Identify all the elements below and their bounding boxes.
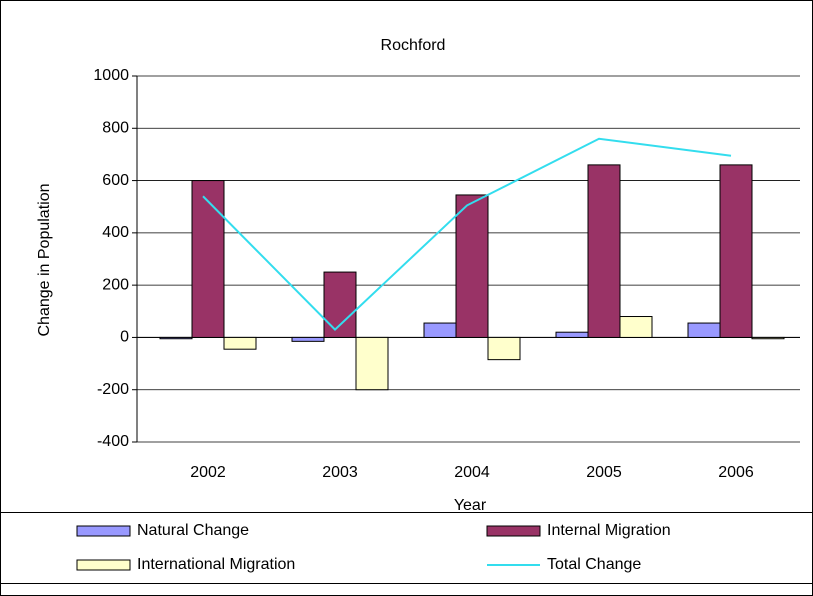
y-tick-label: 0 xyxy=(120,329,129,346)
legend-label: Total Change xyxy=(547,556,641,573)
x-tick-label: 2004 xyxy=(454,464,490,481)
bar xyxy=(555,331,589,338)
legend-swatch xyxy=(486,525,541,537)
bar xyxy=(323,271,357,338)
y-tick-label: -400 xyxy=(97,433,129,450)
bar xyxy=(487,336,521,361)
y-tick-label: 200 xyxy=(102,276,129,293)
legend-label: Internal Migration xyxy=(547,522,671,539)
bar xyxy=(355,336,389,391)
bar xyxy=(719,164,753,338)
bar xyxy=(751,336,785,340)
legend-swatch xyxy=(76,559,131,571)
bar xyxy=(191,180,225,338)
bar xyxy=(423,322,457,338)
y-tick-label: 1000 xyxy=(93,67,129,84)
x-axis-label: Year xyxy=(454,497,487,514)
line xyxy=(202,137,732,331)
chart-title: Rochford xyxy=(381,37,446,54)
x-tick-label: 2002 xyxy=(190,464,226,481)
bar xyxy=(455,194,489,338)
y-tick-label: 800 xyxy=(102,120,129,137)
y-tick-label: 600 xyxy=(102,172,129,189)
bar xyxy=(291,336,325,342)
y-tick-label: -200 xyxy=(97,381,129,398)
y-tick-label: 400 xyxy=(102,224,129,241)
legend-label: International Migration xyxy=(137,556,295,573)
legend-swatch xyxy=(76,525,131,537)
bar xyxy=(587,164,621,338)
bar xyxy=(223,336,257,350)
bar xyxy=(159,336,193,340)
x-tick-label: 2005 xyxy=(586,464,622,481)
y-axis-label: Change in Population xyxy=(36,183,53,336)
bar xyxy=(687,322,721,338)
bar xyxy=(619,316,653,338)
x-tick-label: 2003 xyxy=(322,464,358,481)
legend-label: Natural Change xyxy=(137,522,249,539)
x-tick-label: 2006 xyxy=(718,464,754,481)
